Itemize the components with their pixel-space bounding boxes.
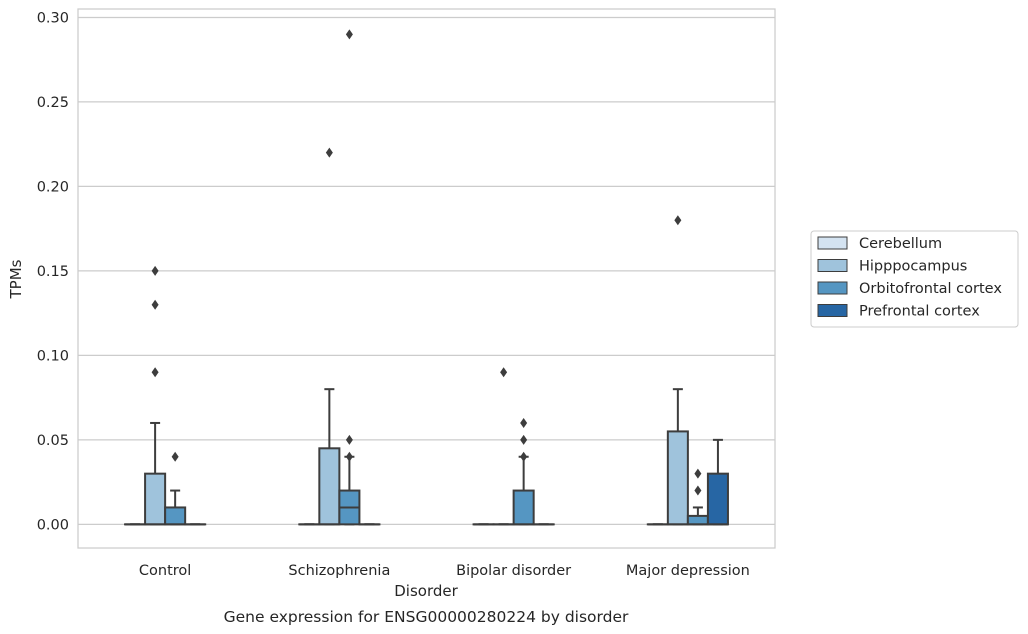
legend-label: Orbitofrontal cortex: [859, 281, 1002, 297]
box-hipppocampus: [144, 421, 167, 526]
legend-label: Hipppocampus: [859, 259, 967, 275]
outlier-point: [325, 147, 333, 158]
box-orbitofrontal-cortex: [686, 506, 709, 526]
box-body: [164, 506, 187, 526]
box-body: [706, 472, 729, 526]
outlier-point: [171, 451, 179, 462]
outlier-point: [520, 434, 528, 445]
gridlines: [78, 16, 775, 525]
y-tick-label: 0.15: [37, 264, 69, 280]
box-prefrontal-cortex: [706, 438, 729, 526]
box-body: [144, 472, 167, 526]
box-body: [686, 514, 709, 526]
x-tick-label: Major depression: [626, 563, 750, 579]
legend-label: Prefrontal cortex: [859, 304, 980, 320]
chart-caption: Gene expression for ENSG00000280224 by d…: [224, 608, 629, 626]
y-tick-label: 0.30: [37, 10, 69, 26]
outlier-point: [151, 299, 159, 310]
legend-swatch: [817, 236, 848, 250]
outlier-point: [345, 451, 353, 462]
plot-area-frame: [77, 8, 776, 549]
outlier-markers: [151, 29, 702, 496]
y-axis-ticks: 0.00 0.05 0.10 0.15 0.20 0.25 0.30: [37, 10, 69, 533]
box-orbitofrontal-cortex: [164, 489, 187, 526]
outlier-point: [151, 367, 159, 378]
x-axis-label: Disorder: [394, 582, 458, 600]
y-tick-label: 0.10: [37, 348, 69, 364]
y-axis-label: TPMs: [7, 259, 25, 299]
outlier-point: [345, 434, 353, 445]
x-axis-ticks: Control Schizophrenia Bipolar disorder Majo…: [139, 563, 750, 579]
outlier-point: [520, 417, 528, 428]
x-tick-label: Schizophrenia: [288, 563, 390, 579]
y-tick-label: 0.25: [37, 95, 69, 111]
legend-swatch: [817, 259, 848, 272]
box-body: [318, 447, 341, 526]
x-tick-label: Control: [139, 563, 191, 579]
box-body: [512, 489, 535, 526]
legend-swatch: [817, 281, 848, 295]
y-tick-label: 0.05: [37, 433, 69, 449]
outlier-point: [345, 29, 353, 40]
box-series: [124, 388, 729, 526]
outlier-point: [694, 485, 702, 496]
outlier-point: [674, 215, 682, 226]
outlier-point: [520, 451, 528, 462]
legend-label: Cerebellum: [859, 236, 942, 252]
legend-frame: [810, 230, 1019, 328]
x-tick-label: Bipolar disorder: [456, 563, 571, 579]
outlier-point: [151, 265, 159, 276]
box-orbitofrontal-cortex: [338, 455, 361, 526]
box-hipppocampus: [666, 388, 689, 526]
box-body: [666, 430, 689, 526]
y-tick-label: 0.00: [37, 517, 69, 533]
box-orbitofrontal-cortex: [512, 455, 535, 526]
outlier-point: [500, 367, 508, 378]
legend: Cerebellum Hipppocampus Orbitofrontal cort…: [810, 230, 1019, 328]
outlier-point: [694, 468, 702, 479]
box-hipppocampus: [318, 388, 341, 526]
legend-swatch: [817, 304, 848, 317]
y-tick-label: 0.20: [37, 179, 69, 195]
